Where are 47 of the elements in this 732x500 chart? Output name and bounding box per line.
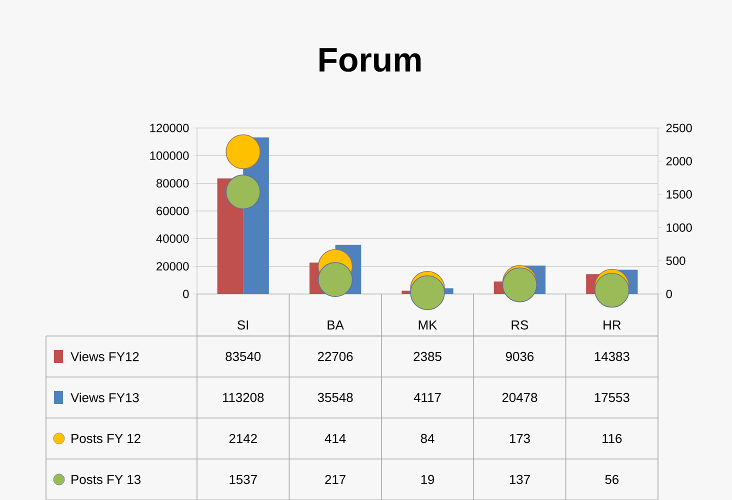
data-label: 20478 [502,392,538,402]
y-tick-label: 0 [183,290,189,298]
data-label: 22706 [318,352,353,361]
data-label: 9036 [506,352,534,361]
x-tick-label: RS [512,320,528,330]
x-tick-label: HR [604,320,621,330]
y-tick-label: 40000 [156,234,189,243]
y2-tick-label: 2500 [666,124,692,132]
legend-label: Views FY12 [70,352,139,362]
x-tick-label: BA [328,320,344,330]
data-label: 137 [510,474,530,484]
data-label: 2385 [414,352,442,361]
y-tick-label: 80000 [156,178,189,188]
data-label: 17553 [594,392,630,402]
data-label: 1537 [230,474,257,484]
y-tick-label: 100000 [150,151,189,160]
data-label: 35548 [318,392,353,402]
y2-tick-label: 1500 [666,190,692,198]
y-tick-label: 20000 [156,262,189,270]
x-tick-label: MK [418,320,438,330]
point [502,267,538,302]
x-tick-label: SI [238,320,248,330]
y-tick-label: 60000 [156,206,189,216]
point [318,262,353,297]
y-tick-label: 120000 [150,124,189,132]
data-label: 217 [325,474,346,484]
chart-title: Forum [320,48,421,72]
data-label: 14383 [594,352,630,361]
data-label: 2142 [229,434,257,443]
y2-tick-label: 1000 [666,223,692,232]
legend-label: Posts FY 12 [72,434,140,443]
y2-tick-label: 0 [666,290,672,298]
data-label: 116 [602,434,622,443]
data-label: 84 [420,434,434,443]
data-label: 4117 [414,392,441,402]
point [226,134,261,169]
y2-tick-label: 2000 [666,156,692,166]
point [226,174,261,210]
data-label: 19 [421,474,434,484]
data-label: 83540 [226,352,261,361]
data-label: 113208 [222,392,264,402]
legend-label: Views FY13 [70,392,139,402]
data-label: 56 [605,474,619,484]
legend-label: Posts FY 13 [72,474,140,484]
data-label: 173 [510,434,530,443]
y2-tick-label: 500 [666,256,686,265]
data-label: 414 [324,434,346,443]
